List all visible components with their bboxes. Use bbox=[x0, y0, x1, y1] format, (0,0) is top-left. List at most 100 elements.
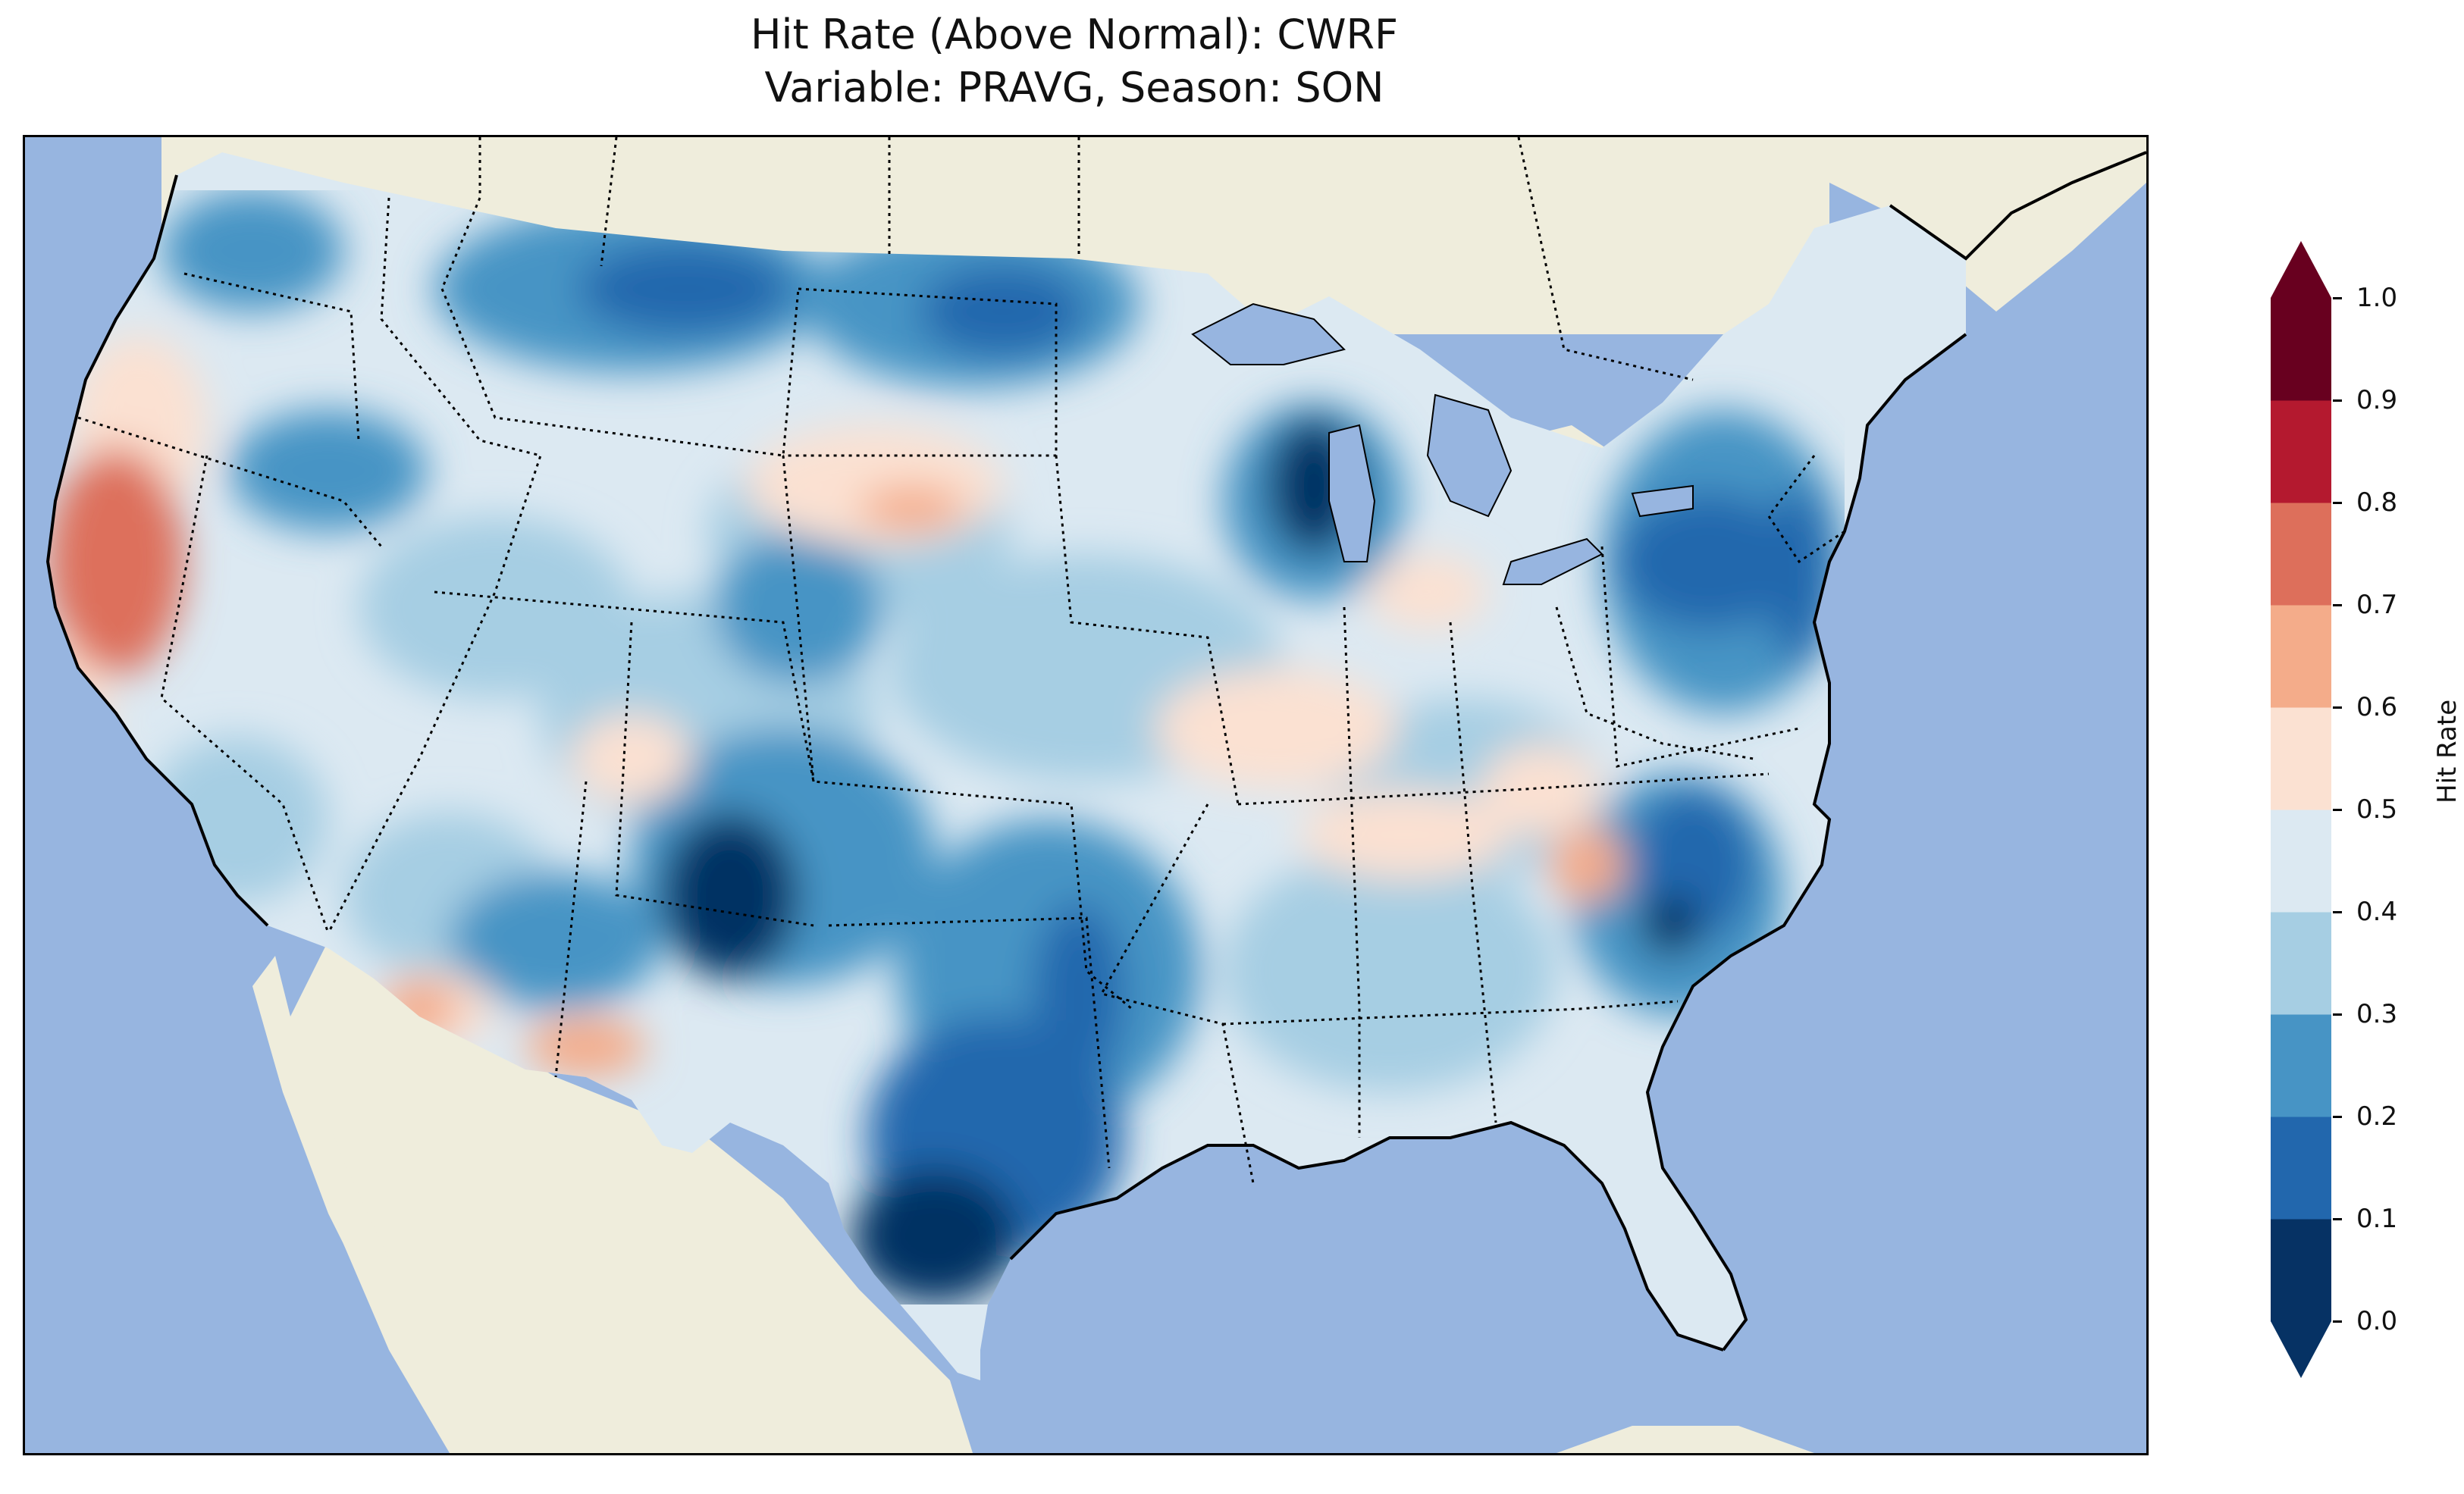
colorbar-tick-label: 0.8 bbox=[2356, 487, 2398, 518]
state-border bbox=[434, 590, 1133, 1010]
colorbar-tick-mark bbox=[2333, 1218, 2342, 1220]
colorbar-tick-label: 0.5 bbox=[2356, 794, 2398, 825]
chart-title-line1: Hit Rate (Above Normal): CWRF bbox=[750, 11, 1399, 58]
colorbar-tick-mark bbox=[2333, 1320, 2342, 1323]
blob bbox=[859, 486, 965, 531]
field-blobs bbox=[48, 190, 1845, 1305]
lake-superior bbox=[1191, 302, 1346, 365]
blob bbox=[662, 812, 798, 979]
colorbar-tick-mark bbox=[2333, 297, 2342, 299]
colorbar-segment bbox=[2271, 1014, 2331, 1117]
blob bbox=[1299, 789, 1511, 880]
blob bbox=[161, 190, 343, 312]
blob bbox=[920, 266, 1086, 357]
lake-huron bbox=[1426, 393, 1513, 518]
lake-erie bbox=[1502, 537, 1603, 585]
blob bbox=[230, 410, 427, 531]
colorbar-tick-mark bbox=[2333, 1013, 2342, 1016]
colorbar-tick-mark bbox=[2333, 1116, 2342, 1118]
colorbar-segment bbox=[2271, 707, 2331, 810]
state-border bbox=[1343, 606, 1361, 1138]
province-border bbox=[600, 137, 618, 267]
state-border bbox=[615, 622, 814, 927]
colorbar bbox=[2271, 241, 2331, 1378]
colorbar-segment bbox=[2271, 605, 2331, 708]
colorbar-tick-label: 0.9 bbox=[2356, 385, 2398, 415]
colorbar-tick-mark bbox=[2333, 399, 2342, 402]
baja-landmass bbox=[252, 956, 427, 1395]
colorbar-tick-mark bbox=[2333, 502, 2342, 504]
province-border bbox=[1517, 137, 1694, 381]
lake-ontario bbox=[1631, 484, 1694, 518]
state-border bbox=[327, 197, 542, 934]
colorbar-segment bbox=[2271, 503, 2331, 606]
canada-east-landmass bbox=[1829, 137, 2146, 312]
coastlines bbox=[45, 151, 2146, 1351]
blob bbox=[525, 1016, 647, 1077]
colorbar-tick-label: 0.0 bbox=[2356, 1306, 2398, 1336]
state-border bbox=[77, 416, 383, 547]
blob bbox=[571, 713, 692, 804]
state-border bbox=[1449, 622, 1497, 1123]
blob bbox=[48, 448, 184, 675]
great-lakes bbox=[1191, 302, 1694, 585]
colorbar-extend-min bbox=[2271, 1321, 2331, 1378]
blob bbox=[1640, 895, 1701, 956]
state-borders bbox=[77, 197, 1845, 1184]
blob bbox=[851, 1168, 1018, 1305]
state-border bbox=[782, 455, 815, 782]
colorbar-segments bbox=[2271, 241, 2331, 1378]
pacific-coast bbox=[45, 174, 269, 927]
colorbar-segment bbox=[2271, 400, 2331, 503]
colorbar-tick-mark bbox=[2333, 911, 2342, 913]
state-border bbox=[440, 197, 800, 457]
colorbar-segment bbox=[2271, 298, 2331, 401]
colorbar-segment bbox=[2271, 1219, 2331, 1322]
colorbar-extend-max bbox=[2271, 241, 2331, 298]
blob bbox=[1033, 903, 1124, 1085]
colorbar-tick-label: 0.2 bbox=[2356, 1101, 2398, 1132]
colorbar-tick-label: 0.7 bbox=[2356, 590, 2398, 620]
blob bbox=[1155, 668, 1397, 789]
colorbar-tick-label: 0.6 bbox=[2356, 692, 2398, 722]
chart-title-line2: Variable: PRAVG, Season: SON bbox=[764, 64, 1384, 111]
blob bbox=[1367, 554, 1488, 630]
blob bbox=[450, 872, 662, 1009]
state-border bbox=[1555, 606, 1754, 760]
colorbar-tick-label: 0.3 bbox=[2356, 999, 2398, 1029]
state-border bbox=[160, 455, 330, 934]
state-border bbox=[1600, 546, 1800, 768]
blob bbox=[146, 736, 328, 903]
state-border bbox=[1237, 772, 1770, 806]
blob bbox=[1617, 493, 1799, 630]
colorbar-label: Hit Rate bbox=[2432, 699, 2462, 803]
colorbar-segment bbox=[2271, 1117, 2331, 1220]
state-border bbox=[1099, 803, 1255, 1184]
colorbar-tick-label: 0.4 bbox=[2356, 897, 2398, 927]
colorbar-tick-mark bbox=[2333, 604, 2342, 606]
state-border bbox=[1767, 455, 1845, 564]
cuba-landmass bbox=[1556, 1426, 1814, 1453]
colorbar-tick-label: 1.0 bbox=[2356, 283, 2398, 313]
lake-michigan bbox=[1328, 424, 1376, 562]
colorbar-tick-mark bbox=[2333, 706, 2342, 709]
state-border bbox=[783, 287, 1058, 457]
blob bbox=[1223, 850, 1556, 1092]
blob bbox=[1549, 827, 1625, 903]
canada-east-coast bbox=[1889, 151, 2146, 261]
colorbar-segment bbox=[2271, 810, 2331, 913]
state-border bbox=[828, 916, 1111, 1169]
colorbar-tick-mark bbox=[2333, 809, 2342, 811]
state-border bbox=[1222, 1000, 1679, 1026]
blob bbox=[578, 243, 791, 334]
hit-rate-map bbox=[45, 137, 2146, 1453]
colorbar-segment bbox=[2271, 912, 2331, 1015]
atlantic-coast bbox=[1645, 333, 1967, 1351]
hit-rate-field bbox=[48, 152, 1966, 1380]
map-panel bbox=[23, 135, 2149, 1455]
gulf-coast bbox=[1009, 1120, 1724, 1351]
colorbar-tick-label: 0.1 bbox=[2356, 1204, 2398, 1234]
mexico-landmass bbox=[283, 941, 973, 1453]
state-border bbox=[1055, 455, 1240, 805]
province-borders bbox=[478, 137, 1694, 381]
